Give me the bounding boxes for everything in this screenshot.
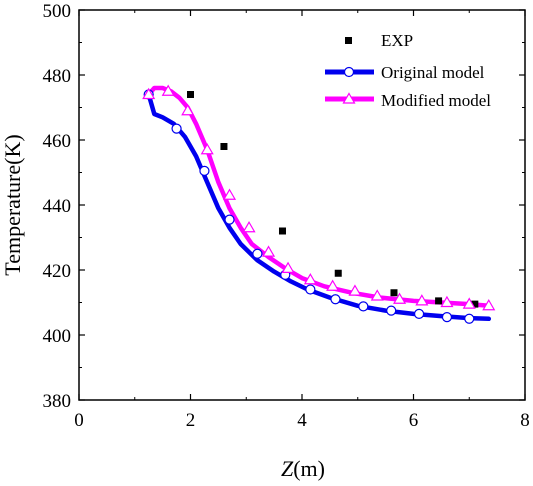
exp-point (390, 289, 398, 297)
modified-model-point (348, 284, 362, 296)
legend-label-exp: EXP (381, 31, 413, 50)
original-model-point (171, 123, 182, 134)
modified-model-point (262, 245, 276, 257)
x-axis-title-unit: (m) (293, 456, 325, 481)
modified-model-point (242, 221, 256, 233)
original-model-point (358, 301, 369, 312)
exp-point (435, 297, 443, 305)
modified-model-point (181, 104, 195, 116)
x-axis-title: Z(m) (281, 456, 325, 481)
x-tick-label: 8 (520, 410, 530, 431)
y-tick-label: 380 (43, 391, 72, 412)
y-tick-label: 440 (43, 196, 72, 217)
modified-model-line (146, 85, 492, 309)
legend-marker-original (343, 66, 355, 78)
exp-point (471, 300, 479, 308)
exp-point (334, 269, 342, 277)
original-model-point (386, 305, 397, 316)
modified-model-point (440, 295, 454, 308)
legend-label-original: Original model (381, 63, 485, 82)
legend-marker-exp (345, 37, 352, 44)
x-tick-label: 0 (74, 410, 84, 431)
x-tick-label: 4 (297, 410, 307, 431)
original-model-point (305, 284, 316, 295)
data-marks (142, 84, 496, 324)
original-model-point (224, 214, 235, 225)
modified-model-point (370, 289, 384, 301)
modified-model-point (142, 87, 156, 100)
modified-model-point (222, 188, 237, 200)
y-tick-label: 400 (43, 326, 72, 347)
legend-marker-modified (342, 92, 356, 104)
legend-label-modified: Modified model (381, 91, 491, 110)
exp-point (278, 227, 286, 235)
axis-ticks: 0 2 4 6 8 380 400 420 440 460 480 500 (43, 1, 530, 431)
x-tick-label: 6 (409, 410, 419, 431)
y-tick-label: 500 (43, 1, 72, 22)
exp-point (220, 143, 228, 150)
original-model-point (464, 313, 475, 324)
modified-model-point (393, 292, 407, 304)
modified-model-point (415, 294, 429, 306)
modified-model-point (462, 297, 476, 309)
modified-model-point (482, 299, 496, 311)
modified-model-point (326, 279, 340, 291)
original-model-point (413, 308, 425, 319)
y-tick-label: 460 (43, 131, 72, 152)
modified-model-point (161, 84, 175, 96)
original-model-point (441, 312, 453, 323)
legend: EXP Original model Modified model (325, 31, 491, 110)
x-tick-label: 2 (186, 410, 196, 431)
modified-model-point (281, 261, 295, 273)
y-tick-label: 480 (43, 66, 72, 87)
y-tick-label: 420 (43, 261, 72, 282)
x-axis-title-variable: Z (281, 456, 294, 481)
original-model-point (199, 165, 210, 176)
exp-point (187, 91, 194, 98)
original-model-point (330, 294, 341, 305)
original-model-point (252, 248, 263, 259)
y-axis-title: Temperature(K) (0, 134, 25, 275)
modified-model-point (303, 273, 317, 285)
modified-model-point (200, 143, 214, 155)
